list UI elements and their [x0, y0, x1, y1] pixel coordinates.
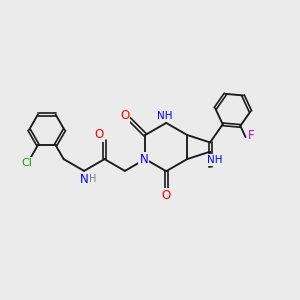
Text: Cl: Cl — [22, 158, 32, 168]
Text: N: N — [80, 173, 88, 186]
Text: F: F — [248, 129, 254, 142]
Text: O: O — [94, 128, 104, 141]
Text: H: H — [88, 174, 96, 184]
Text: NH: NH — [207, 155, 222, 165]
Text: N: N — [140, 153, 148, 166]
Text: O: O — [120, 109, 129, 122]
Text: O: O — [162, 189, 171, 202]
Text: NH: NH — [157, 110, 172, 121]
